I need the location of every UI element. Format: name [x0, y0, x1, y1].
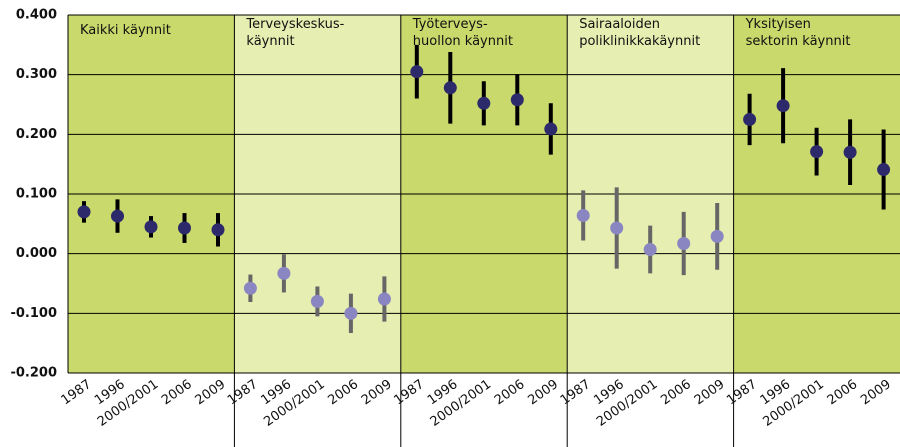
point	[243, 281, 257, 295]
point	[710, 229, 724, 243]
point	[643, 242, 657, 256]
panel-title-line: Kaikki käynnit	[80, 23, 171, 38]
point	[410, 65, 424, 79]
y-tick-label: 0.400	[16, 8, 57, 23]
panel-title-line: Yksityisen	[745, 17, 811, 32]
x-tick-label: 2009	[525, 377, 561, 408]
panel-title-line: Työterveys-	[412, 17, 488, 32]
point	[178, 221, 191, 235]
x-tick-label: 1987	[225, 377, 261, 408]
x-tick-label: 2009	[858, 377, 894, 408]
y-tick-label: -0.200	[10, 366, 57, 381]
panel-title: Kaikki käynnit	[80, 23, 171, 38]
point	[277, 266, 291, 280]
panel-title-line: Sairaaloiden	[579, 17, 660, 32]
point	[810, 145, 824, 159]
x-tick-label: 2006	[492, 377, 528, 408]
y-tick-label: -0.100	[10, 306, 57, 321]
point	[743, 112, 757, 126]
x-tick-label: 2006	[159, 377, 195, 408]
x-tick-label: 2009	[359, 377, 395, 408]
point	[77, 205, 91, 219]
point	[443, 81, 457, 95]
x-tick-label: 2006	[825, 377, 861, 408]
panel-title-line: huollon käynnit	[413, 34, 513, 49]
point	[310, 294, 324, 308]
point	[544, 122, 558, 136]
point	[610, 221, 624, 235]
panel-title-line: poliklinikkakäynnit	[579, 34, 700, 49]
panel-title: Työterveys-huollon käynnit	[412, 17, 513, 49]
point	[211, 223, 225, 237]
x-tick-label: 1987	[391, 377, 427, 408]
point	[344, 306, 358, 320]
panel-title: Terveyskeskus-käynnit	[245, 17, 344, 49]
y-tick-label: 0.100	[16, 187, 57, 202]
y-tick-label: 0.000	[16, 246, 57, 261]
panel-title-line: Terveyskeskus-	[245, 17, 344, 32]
x-tick-label: 1987	[724, 377, 760, 408]
point	[477, 96, 491, 110]
point	[144, 220, 158, 234]
point	[843, 145, 857, 159]
point	[510, 93, 524, 107]
panel-title: Sairaaloiden poliklinikkakäynnit	[579, 17, 700, 49]
point	[677, 237, 691, 251]
y-tick-label: 0.300	[16, 67, 57, 82]
point	[377, 292, 391, 306]
x-tick-label: 1987	[59, 377, 95, 408]
point	[877, 163, 891, 177]
y-tick-label: 0.200	[16, 127, 57, 142]
panel-title-line: käynnit	[246, 34, 294, 49]
panel-title: Yksityisen sektorin käynnit	[745, 17, 851, 49]
point	[111, 209, 124, 223]
panel-title-line: sektorin käynnit	[746, 34, 851, 49]
x-tick-label: 2006	[658, 377, 694, 408]
point	[576, 208, 590, 222]
x-tick-label: 2009	[193, 377, 229, 408]
x-tick-label: 1987	[558, 377, 594, 408]
x-tick-label: 2006	[325, 377, 361, 408]
point	[776, 99, 790, 113]
x-tick-label: 2009	[692, 377, 728, 408]
